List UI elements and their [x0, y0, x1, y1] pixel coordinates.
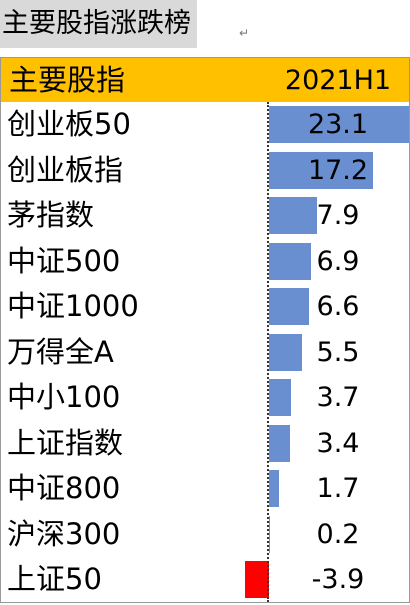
table-row: 中证500 6.9	[1, 239, 409, 285]
positive-bar	[269, 424, 290, 462]
paragraph-mark-icon: ↵	[239, 26, 250, 40]
positive-bar	[269, 106, 409, 143]
table-row: 中证1000 6.6	[1, 284, 409, 330]
row-value: 7.9	[316, 200, 360, 231]
table-row: 中证800 1.7	[1, 466, 409, 512]
row-value: 23.1	[307, 109, 369, 140]
positive-bar	[269, 151, 374, 189]
positive-bar	[269, 333, 303, 371]
document-title: 主要股指涨跌榜	[0, 0, 197, 48]
row-index-name: 茅指数	[7, 198, 95, 232]
header-period: 2021H1	[284, 65, 392, 96]
row-value: 17.2	[307, 154, 369, 186]
table-row: 沪深300 0.2	[1, 512, 409, 558]
row-value: 3.4	[316, 427, 360, 459]
table-row: 上证50 -3.9	[1, 557, 409, 603]
row-value: -3.9	[311, 564, 365, 595]
positive-bar	[269, 470, 280, 507]
row-value: 5.5	[316, 336, 360, 368]
zero-axis-line	[267, 102, 269, 602]
table-row: 万得全A 5.5	[1, 330, 409, 376]
positive-bar	[269, 379, 292, 416]
table-header-row: 主要股指 2021H1	[1, 57, 409, 102]
row-index-name: 上证指数	[7, 425, 124, 460]
row-value: 6.6	[316, 291, 360, 322]
row-value: 1.7	[316, 473, 360, 504]
negative-bar	[245, 561, 269, 598]
positive-bar	[269, 515, 271, 553]
row-index-name: 沪深300	[7, 516, 121, 551]
row-index-name: 上证50	[7, 562, 102, 596]
index-performance-table: 主要股指 2021H1 创业板50 23.1 创业板指 17.2 茅指数 7.9 中证500…	[0, 57, 410, 603]
table-row: 创业板指 17.2	[1, 148, 409, 194]
row-value: 6.9	[316, 245, 360, 277]
row-value: 0.2	[316, 518, 360, 550]
row-index-name: 中小100	[7, 380, 121, 414]
positive-bar	[269, 197, 317, 234]
row-value: 3.7	[316, 382, 360, 413]
table-row: 中小100 3.7	[1, 375, 409, 421]
table-row: 茅指数 7.9	[1, 193, 409, 239]
header-index-name: 主要股指	[9, 63, 126, 97]
row-index-name: 创业板50	[7, 107, 131, 141]
positive-bar	[269, 242, 311, 280]
row-index-name: 创业板指	[7, 152, 124, 187]
table-row: 上证指数 3.4	[1, 421, 409, 467]
positive-bar	[269, 288, 309, 325]
row-index-name: 中证1000	[7, 289, 139, 323]
row-index-name: 万得全A	[7, 334, 114, 369]
table-row: 创业板50 23.1	[1, 102, 409, 148]
row-index-name: 中证500	[7, 243, 121, 278]
row-index-name: 中证800	[7, 471, 121, 505]
